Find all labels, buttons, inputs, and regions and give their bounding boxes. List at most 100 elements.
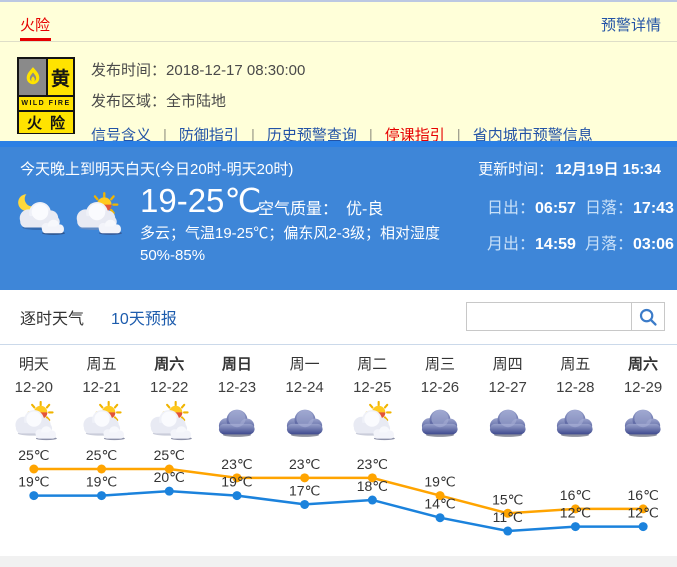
page-footer-strip <box>0 556 677 567</box>
weather-cloudy-icon <box>542 400 610 442</box>
weather-cloudy-icon <box>271 400 339 442</box>
astro-label: 日出： <box>487 200 536 217</box>
search-input[interactable] <box>466 302 632 331</box>
weather-partly-sunny-icon <box>68 400 136 442</box>
partly-sunny-glyph <box>78 401 126 441</box>
link-separator: | <box>250 127 255 144</box>
astro-item: 日落：17:43 <box>585 194 674 218</box>
forecast-day-label: 周五 <box>86 356 117 373</box>
warning-details-link[interactable]: 预警详情 <box>600 17 661 34</box>
wild-fire-yellow-badge-icon: 黄 WILD FIRE 火险 <box>17 57 75 134</box>
forecast-date-label: 12-26 <box>420 379 460 396</box>
tab-bar: 逐时天气 10天预报 <box>20 305 179 349</box>
low-temp-point <box>300 499 310 509</box>
forecast-column: 明天 12-20 <box>0 345 68 442</box>
astro-label: 月落： <box>585 236 634 253</box>
low-temp-label: 19℃ <box>221 474 252 490</box>
high-temp-point <box>97 464 107 474</box>
low-temp-label: 14℃ <box>424 496 455 512</box>
high-temp-label: 15℃ <box>492 491 523 507</box>
high-temp-point <box>232 473 242 483</box>
forecast-column: 周六 12-22 <box>135 345 203 442</box>
tab-fire-risk[interactable]: 火险 <box>20 17 51 34</box>
warning-link-4[interactable]: 停课指引 <box>384 127 445 144</box>
astro-label: 月出： <box>487 236 536 253</box>
forecast-day-label: 周三 <box>424 356 455 373</box>
publish-time-value: 2018-12-17 08:30:00 <box>166 62 306 79</box>
high-temp-label: 19℃ <box>424 474 455 490</box>
low-temp-label: 18℃ <box>357 478 388 494</box>
publish-area-value: 全市陆地 <box>166 93 227 110</box>
partly-sunny-glyph <box>10 401 58 441</box>
warning-links: 信号含义 | 防御指引 | 历史预警查询 | 停课指引 | 省内城市预警信息 <box>91 124 593 146</box>
warning-link-1[interactable]: 信号含义 <box>91 127 152 146</box>
temperature-chart: 25℃ 25℃ 25℃ 23℃ 23℃ 23℃ 19℃ 15℃ 16℃ 16℃ 19℃ 19℃ 20℃ 1… <box>18 447 659 536</box>
forecast-day-label: 周日 <box>221 356 252 373</box>
weather-cloudy-icon <box>609 400 677 442</box>
astro-value: 14:59 <box>535 236 576 253</box>
low-temp-line <box>33 489 644 533</box>
panel-top-bar <box>0 141 677 147</box>
current-conditions-panel: 今天晚上到明天白天(今日20时-明天20时) 更新时间： 12月19日 15:34… <box>0 141 677 290</box>
forecast-date-label: 12-21 <box>82 379 121 396</box>
ten-day-forecast: 明天 12-20 周五 12-21 周六 12-22 周日 12-23 周一 12-24 周二 12-… <box>0 345 677 556</box>
badge-grade-char: 黄 <box>48 59 73 95</box>
high-temp-point <box>300 473 310 483</box>
tab-ten-day-forecast[interactable]: 10天预报 <box>109 305 179 349</box>
low-temp-label: 19℃ <box>18 474 49 490</box>
weather-partly-sunny-icon <box>135 400 203 442</box>
forecast-date-label: 12-23 <box>217 379 257 396</box>
forecast-column: 周日 12-23 <box>203 345 271 442</box>
high-temp-line <box>33 467 644 515</box>
weather-cloudy-icon <box>203 400 271 442</box>
night-cloudy-icon <box>14 191 66 237</box>
warning-link-5[interactable]: 省内城市预警信息 <box>472 127 593 144</box>
weather-cloudy-icon <box>406 400 474 442</box>
high-temp-label: 25℃ <box>86 447 117 463</box>
high-temp-point <box>367 473 377 483</box>
forecast-column: 周六 12-29 <box>609 345 677 442</box>
astro-grid: 日出：06:57 日落：17:43 月出：14:59 月落：03:06 <box>487 194 674 254</box>
tab-hourly-weather[interactable]: 逐时天气 <box>20 311 85 328</box>
search-button[interactable] <box>631 302 665 331</box>
forecast-column: 周二 12-25 <box>338 345 406 442</box>
low-temp-point <box>570 522 580 532</box>
astro-value: 17:43 <box>633 200 674 217</box>
warning-link-3[interactable]: 历史预警查询 <box>266 127 357 144</box>
forecast-column: 周五 12-28 <box>542 345 610 442</box>
publish-area-label: 发布区域： <box>91 93 167 110</box>
forecast-columns: 明天 12-20 周五 12-21 周六 12-22 周日 12-23 周一 12-24 周二 12-… <box>0 345 677 442</box>
forecast-date-label: 12-29 <box>623 379 663 396</box>
high-temp-label: 23℃ <box>221 456 252 472</box>
forecast-date-label: 12-20 <box>14 379 54 396</box>
warning-link-2[interactable]: 防御指引 <box>178 127 239 146</box>
high-temp-point <box>638 504 648 514</box>
weather-partly-sunny-icon <box>0 400 68 442</box>
weather-cloudy-icon <box>474 400 542 442</box>
warning-header: 火险 预警详情 <box>0 2 677 42</box>
active-tab-underline <box>20 38 51 41</box>
weather-description: 多云；气温19-25℃；偏东风2-3级；相对湿度50%-85% <box>140 225 441 264</box>
forecast-date-label: 12-28 <box>556 379 595 396</box>
high-temp-label: 23℃ <box>357 456 388 472</box>
publish-time-row: 发布时间：2018-12-17 08:30:00 <box>91 59 593 80</box>
cloudy-glyph <box>281 401 329 441</box>
temperature-range: 19-25℃ <box>140 182 262 219</box>
forecast-column: 周五 12-21 <box>68 345 136 442</box>
astro-item: 日出：06:57 <box>487 194 585 218</box>
day-cloudy-icon <box>71 191 123 237</box>
partly-sunny-glyph <box>145 401 193 441</box>
low-temp-point <box>232 491 242 501</box>
search-box <box>466 302 665 331</box>
badge-band-text: WILD FIRE <box>19 97 73 110</box>
cloudy-glyph <box>619 401 667 441</box>
forecast-column: 周三 12-26 <box>406 345 474 442</box>
forecast-day-label: 周六 <box>154 356 185 373</box>
high-temp-point <box>435 491 445 501</box>
high-temp-label: 16℃ <box>560 487 591 503</box>
low-temp-point <box>97 491 107 501</box>
high-temp-point <box>29 464 39 474</box>
high-temp-point <box>503 508 513 518</box>
current-weather-icons <box>14 191 123 237</box>
low-temp-point <box>164 486 174 496</box>
